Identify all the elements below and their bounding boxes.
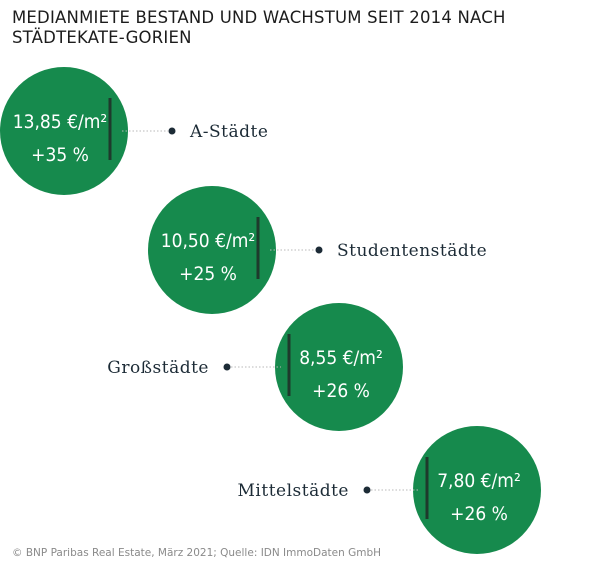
category-label: Studentenstädte [337, 241, 487, 261]
growth-label: +25 % [179, 263, 237, 285]
marker-dot [363, 486, 371, 494]
chart-title: MEDIANMIETE BESTAND UND WACHSTUM SEIT 20… [12, 8, 506, 47]
bubble [275, 303, 403, 431]
marker-dot [223, 363, 231, 371]
price-label: 7,80 €/m² [437, 470, 521, 492]
marker-dot [315, 246, 323, 254]
bubble [148, 186, 276, 314]
growth-label: +26 % [312, 380, 370, 402]
bubble [0, 67, 128, 195]
bubble-group-2: 10,50 €/m² +25 % Studentenstädte [148, 186, 487, 314]
price-label: 8,55 €/m² [299, 347, 383, 369]
bubble-group-1: 13,85 €/m² +35 % A-Städte [0, 67, 268, 195]
marker-dot [168, 127, 176, 135]
price-label: 13,85 €/m² [13, 111, 107, 133]
source-footer: © BNP Paribas Real Estate, März 2021; Qu… [12, 547, 382, 559]
category-label: Mittelstädte [238, 481, 349, 501]
growth-label: +26 % [450, 503, 508, 525]
category-label: Großstädte [107, 358, 209, 378]
bubble-group-3: 8,55 €/m² +26 % Großstädte [107, 303, 403, 431]
growth-label: +35 % [31, 144, 89, 166]
price-label: 10,50 €/m² [161, 230, 255, 252]
bubble-group-4: 7,80 €/m² +26 % Mittelstädte [238, 426, 541, 554]
bubble [413, 426, 541, 554]
category-label: A-Städte [189, 122, 268, 142]
